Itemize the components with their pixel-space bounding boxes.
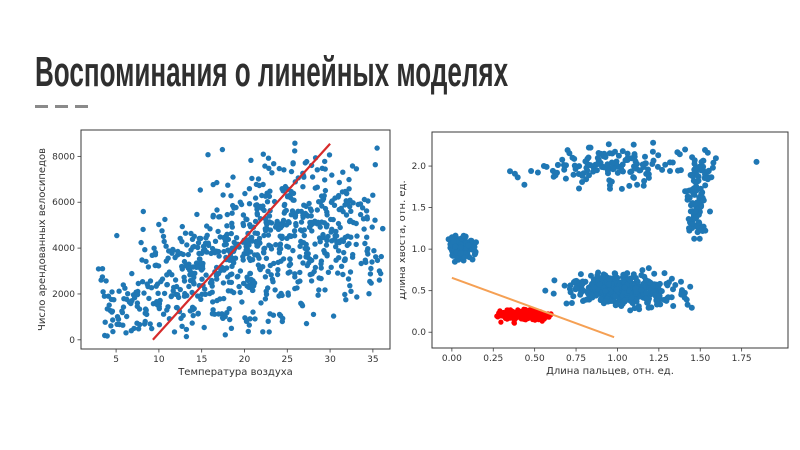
bike-temp-tick-labels: 5 10 15 20 25 30 35 0 2000 4000 6000 8000 <box>52 152 379 365</box>
svg-text:20: 20 <box>239 355 251 365</box>
scatter-temp-low <box>95 266 168 339</box>
svg-text:15: 15 <box>196 355 207 365</box>
dash <box>35 105 48 108</box>
svg-text:6000: 6000 <box>52 198 75 208</box>
svg-text:25: 25 <box>282 355 293 365</box>
separating-line <box>451 276 615 339</box>
scatter-temp-high <box>339 145 386 300</box>
fingers-tail-tick-marks <box>428 165 743 352</box>
svg-text:1.25: 1.25 <box>649 354 669 364</box>
fingers-tail-ylabel: Длина хвоста, отн. ед. <box>400 180 408 299</box>
svg-text:4000: 4000 <box>52 244 75 254</box>
title-underline-dashes <box>35 105 88 108</box>
svg-text:10: 10 <box>153 355 165 365</box>
svg-text:0.00: 0.00 <box>442 354 462 364</box>
bike-temp-tick-marks <box>77 155 374 353</box>
linear-fit-line <box>152 143 331 341</box>
main-blue-cluster <box>542 265 695 314</box>
svg-text:0.75: 0.75 <box>566 354 586 364</box>
chart-bike-rentals-vs-temperature: 5 10 15 20 25 30 35 0 2000 4000 6000 8000 Температур… <box>37 129 391 378</box>
dash <box>75 105 88 108</box>
dash <box>55 105 68 108</box>
fingers-tail-axes-box <box>431 131 789 349</box>
scatter-temp-28-33 <box>285 161 383 319</box>
bike-temp-points <box>95 140 386 340</box>
top-band <box>507 139 684 192</box>
right-vertical-cluster <box>682 177 713 242</box>
fingers-tail-tick-labels: 0.00 0.25 0.50 0.75 1.00 1.25 1.50 1.75 0.0 0.5 1.… <box>412 162 752 364</box>
svg-text:35: 35 <box>367 355 378 365</box>
svg-text:2000: 2000 <box>52 290 75 300</box>
chart-tail-length-vs-finger-length: 0.00 0.25 0.50 0.75 1.00 1.25 1.50 1.75 0.0 0.5 1.… <box>400 131 789 377</box>
svg-text:0.25: 0.25 <box>483 354 503 364</box>
slide-title: Воспоминания о линейных моделях <box>35 48 509 95</box>
svg-text:30: 30 <box>324 355 336 365</box>
outlier-point <box>753 158 760 165</box>
compact-blob-left <box>445 232 479 265</box>
svg-text:0.5: 0.5 <box>412 287 426 297</box>
bike-temp-ylabel: Число арендованных велосипедов <box>37 148 48 331</box>
svg-text:0.50: 0.50 <box>525 354 545 364</box>
svg-text:0: 0 <box>69 336 75 346</box>
svg-text:1.5: 1.5 <box>412 204 426 214</box>
svg-text:1.0: 1.0 <box>412 245 427 255</box>
svg-text:2.0: 2.0 <box>412 162 427 172</box>
fingers-tail-xlabel: Длина пальцев, отн. ед. <box>546 366 674 377</box>
svg-text:8000: 8000 <box>52 152 75 162</box>
fingers-tail-points <box>445 139 760 326</box>
bike-temp-xlabel: Температура воздуха <box>177 367 293 378</box>
svg-text:1.50: 1.50 <box>690 354 710 364</box>
svg-text:0.0: 0.0 <box>412 328 427 338</box>
svg-text:1.00: 1.00 <box>607 354 627 364</box>
svg-text:1.75: 1.75 <box>732 354 752 364</box>
red-cluster <box>494 306 554 326</box>
svg-text:5: 5 <box>113 355 119 365</box>
bike-temp-axes-box <box>80 129 391 350</box>
